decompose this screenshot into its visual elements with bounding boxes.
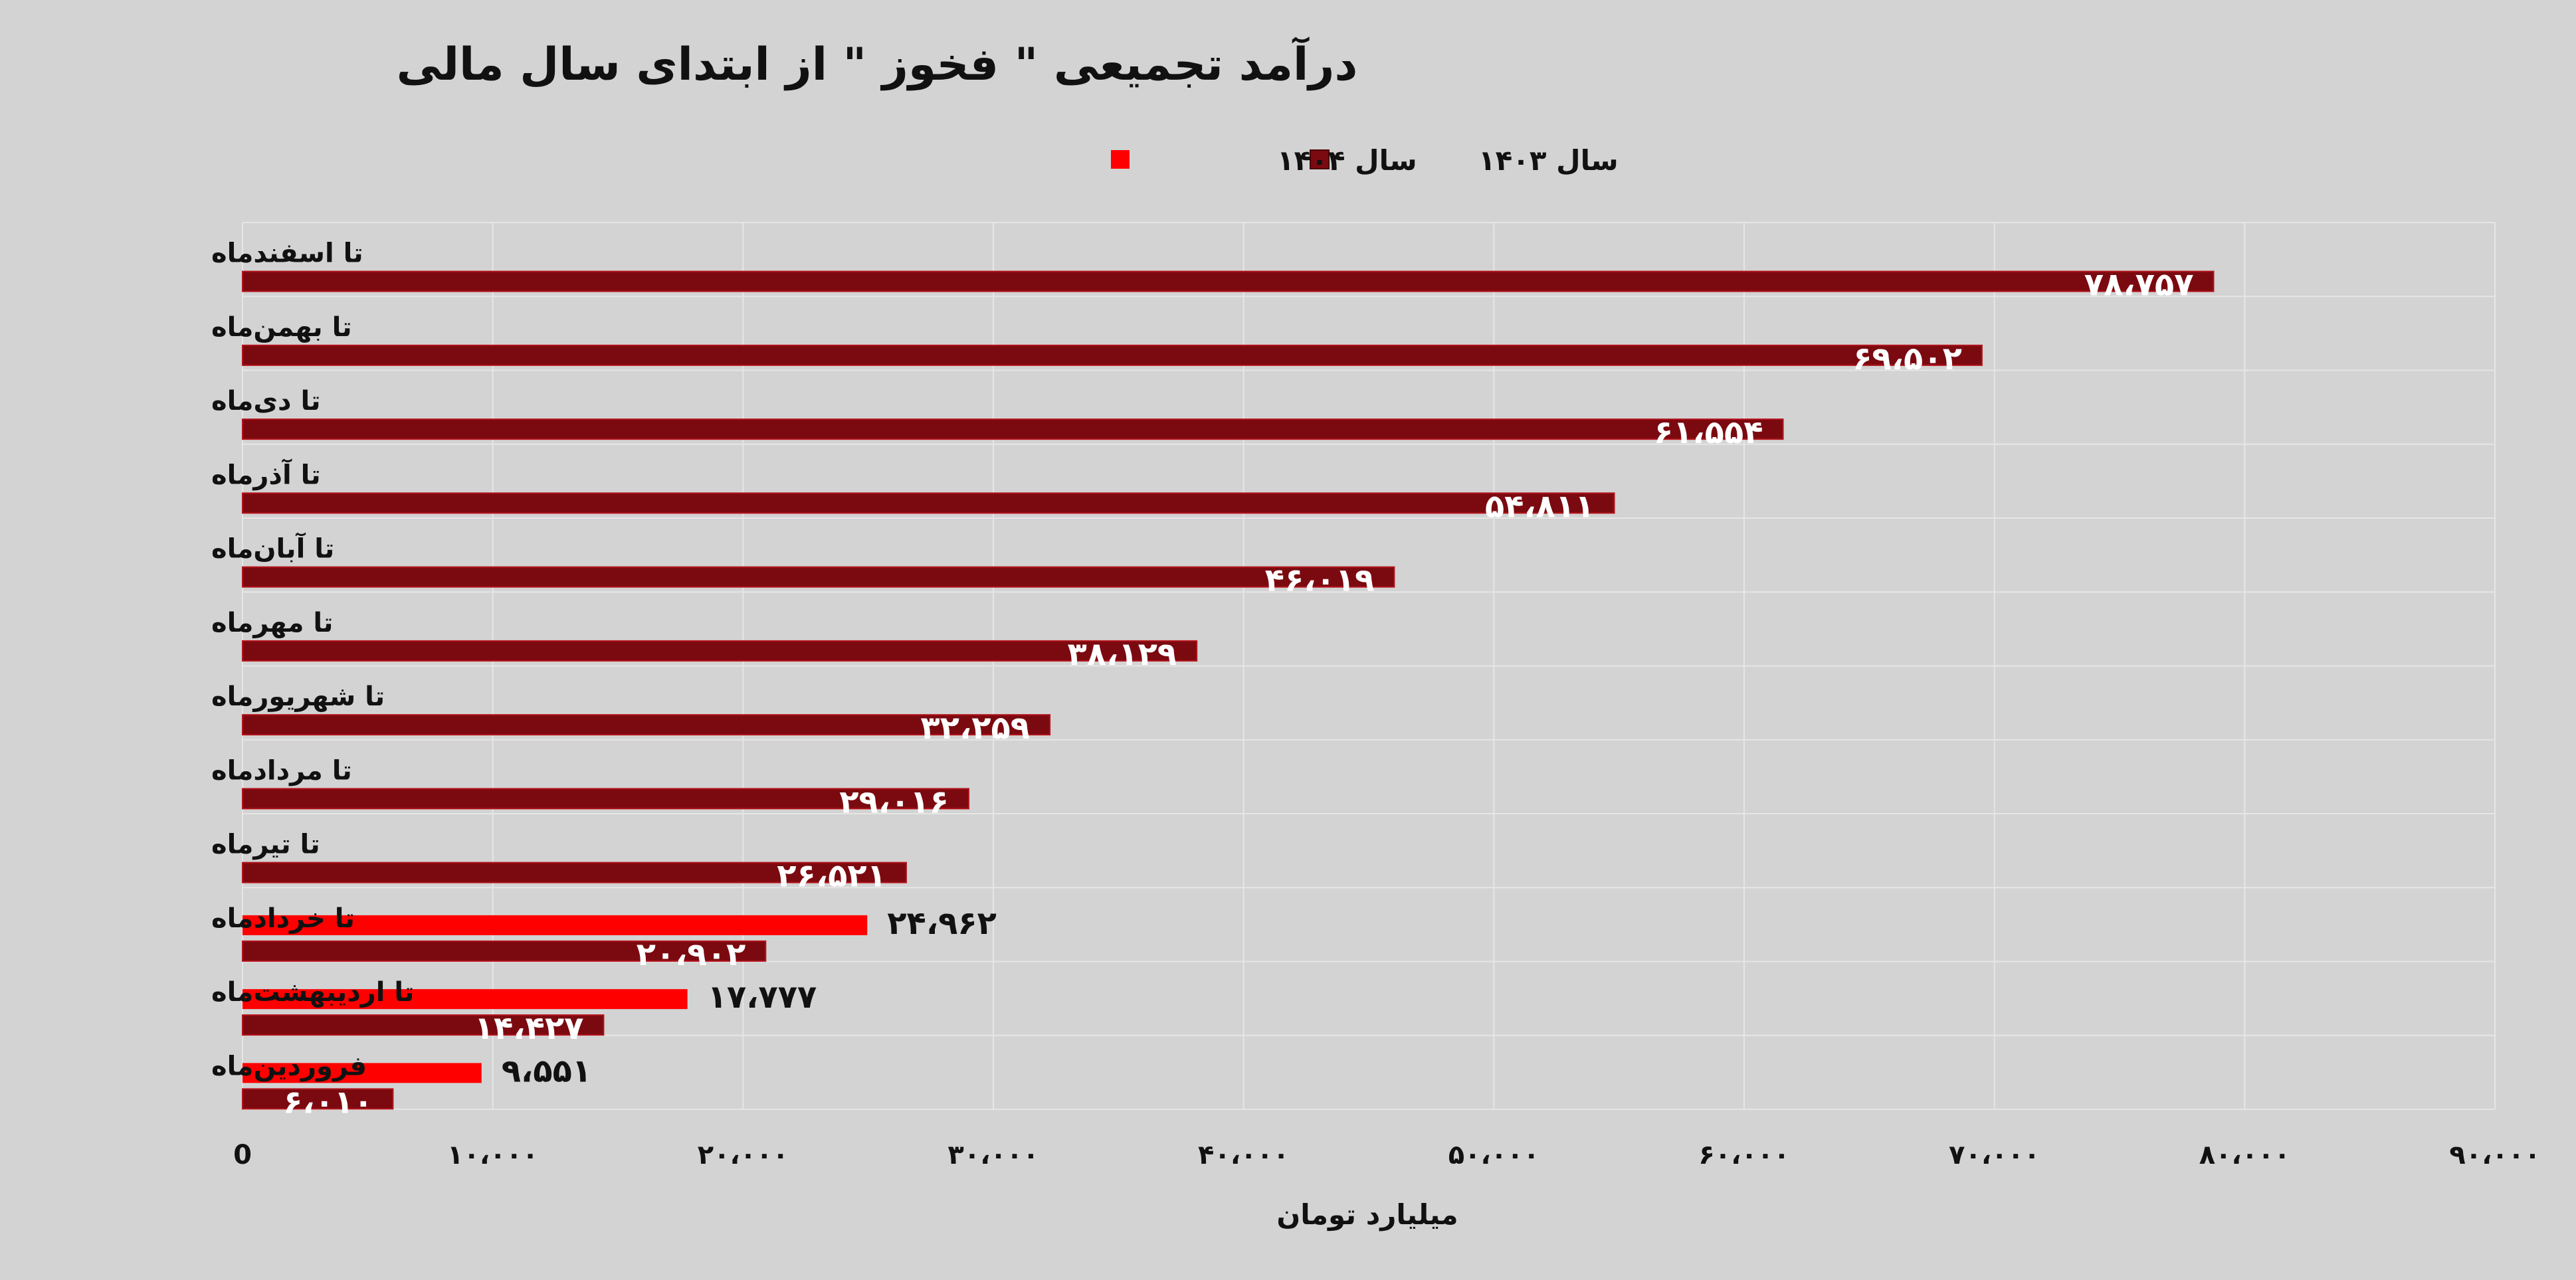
data-label-1404: ۱۷،۷۷۷ bbox=[708, 978, 817, 1016]
bar-1403 bbox=[242, 1014, 605, 1036]
bar-1403 bbox=[242, 714, 1051, 736]
category-label: تا اردیبهشت‌ماه bbox=[211, 977, 414, 1008]
data-labels: ۷۸،۷۵۷ ۶۹،۵۰۲ ۶۱،۵۵۴ ۵۴،۸۱۱ ۴۶،۰۱۹ ۳۸،۱۲۹ ۳۲،۲… bbox=[283, 266, 2194, 1121]
x-tick-label: ۲۰،۰۰۰ bbox=[698, 1140, 789, 1170]
data-label-1404: ۲۴،۹۶۲ bbox=[887, 905, 997, 942]
category-label: تا تیرماه bbox=[211, 830, 320, 860]
category-label: تا آذرماه bbox=[211, 458, 321, 490]
x-tick-label: ۴۰،۰۰۰ bbox=[1198, 1140, 1289, 1170]
category-label: تا مهرماه bbox=[211, 608, 333, 638]
x-tick-label: ۵۰،۰۰۰ bbox=[1448, 1140, 1539, 1170]
bar-1403 bbox=[242, 344, 1983, 366]
data-label-1403: ۲۹،۰۱۶ bbox=[839, 783, 949, 820]
data-label-1403: ۲۶،۵۲۱ bbox=[777, 858, 886, 895]
category-label: تا خردادماه bbox=[211, 903, 355, 934]
data-label-1403: ۶۱،۵۵۴ bbox=[1654, 414, 1763, 451]
data-label-1403: ۴۶،۰۱۹ bbox=[1265, 562, 1375, 599]
bar-1404 bbox=[243, 1063, 482, 1083]
legend-label-1403: سال ۱۴۰۳ bbox=[1478, 144, 1619, 177]
data-label-1403: ۵۴،۸۱۱ bbox=[1485, 488, 1595, 525]
chart-title: درآمد تجمیعی " فخوز " از ابتدای سال مالی bbox=[397, 36, 1358, 91]
category-label: تا مردادماه bbox=[211, 755, 352, 786]
x-axis-label: میلیارد تومان bbox=[1276, 1198, 1458, 1232]
data-label-1403: ۱۴،۴۲۷ bbox=[474, 1010, 584, 1047]
data-label-1403: ۷۸،۷۵۷ bbox=[2084, 266, 2194, 304]
data-label-1403: ۳۸،۱۲۹ bbox=[1067, 636, 1177, 673]
category-label: تا آبان‌ماه bbox=[211, 532, 334, 565]
x-tick-label: ۸۰،۰۰۰ bbox=[2199, 1140, 2290, 1170]
bar-1403 bbox=[242, 418, 1784, 440]
data-label-1403: ۶،۰۱۰ bbox=[283, 1083, 373, 1121]
data-label-1403: ۳۲،۲۵۹ bbox=[920, 709, 1030, 747]
x-tick-label: ۶۰،۰۰۰ bbox=[1698, 1140, 1789, 1170]
legend: سال ۱۴۰۳ سال ۱۴۰۴ bbox=[1111, 144, 1619, 177]
bar-1403 bbox=[242, 640, 1198, 662]
bar-1404 bbox=[243, 915, 868, 935]
data-label-1404: ۹،۵۵۱ bbox=[502, 1052, 591, 1089]
bar-1403 bbox=[242, 492, 1615, 514]
x-tick-label: ۹۰،۰۰۰ bbox=[2449, 1140, 2540, 1170]
x-tick-label: 0 bbox=[233, 1140, 252, 1170]
legend-swatch-1403 bbox=[1310, 149, 1330, 169]
bar-1403 bbox=[242, 566, 1395, 588]
bar-1403 bbox=[242, 862, 907, 883]
x-tick-labels: 0 ۱۰،۰۰۰ ۲۰،۰۰۰ ۳۰،۰۰۰ ۴۰،۰۰۰ ۵۰،۰۰۰ ۶۰،۰۰۰ ۷۰،… bbox=[233, 1140, 2541, 1170]
legend-swatch-1404 bbox=[1111, 150, 1130, 169]
x-tick-label: ۳۰،۰۰۰ bbox=[947, 1140, 1039, 1170]
gridlines bbox=[242, 222, 2496, 1110]
category-label: تا دی‌ماه bbox=[211, 386, 321, 416]
bar-1403 bbox=[242, 788, 969, 810]
category-labels: تا اسفندماه تا بهمن‌ماه تا دی‌ماه تا آذرماه… bbox=[211, 238, 414, 1082]
category-label: تا شهریورماه bbox=[211, 682, 385, 712]
x-tick-label: ۷۰،۰۰۰ bbox=[1949, 1140, 2040, 1170]
bar-1403 bbox=[242, 270, 2215, 292]
bar-1403 bbox=[242, 940, 767, 962]
category-label: تا اسفندماه bbox=[211, 238, 363, 269]
bar-1403 bbox=[242, 1088, 394, 1110]
bars bbox=[242, 270, 2215, 1110]
category-label: تا بهمن‌ماه bbox=[211, 312, 352, 343]
legend-label-1404: سال ۱۴۰۴ bbox=[1277, 144, 1417, 177]
data-label-1403: ۶۹،۵۰۲ bbox=[1852, 340, 1962, 377]
bar-1404 bbox=[243, 989, 688, 1010]
data-label-1403: ۲۰،۹۰۲ bbox=[637, 936, 746, 973]
category-label: فروردین‌ماه bbox=[211, 1051, 367, 1081]
x-tick-label: ۱۰،۰۰۰ bbox=[447, 1140, 538, 1170]
